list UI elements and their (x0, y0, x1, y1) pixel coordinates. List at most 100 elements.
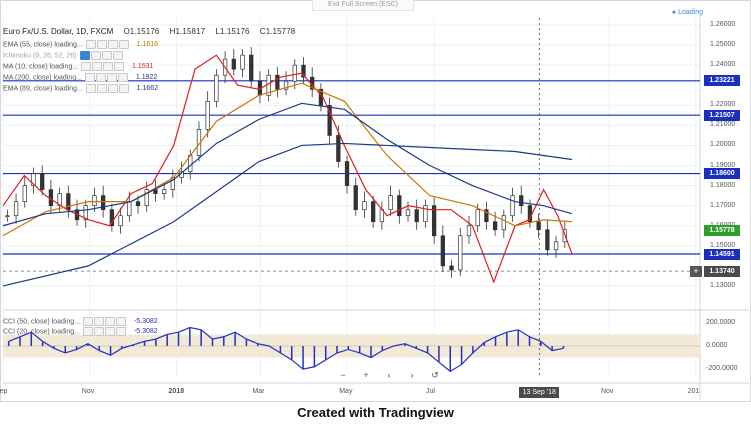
indicator-value: 1.1922 (135, 74, 158, 82)
more-icon[interactable] (118, 84, 129, 93)
candle-body (536, 221, 541, 231)
close-icon[interactable] (107, 40, 118, 49)
candle-body (440, 235, 445, 267)
eye-icon[interactable] (85, 84, 96, 93)
price-tick-label: 1.20000 (710, 141, 736, 149)
oscillator-tick-label: 0.0000 (706, 342, 728, 349)
settings-icon[interactable] (94, 317, 104, 326)
candle-body (466, 225, 472, 237)
add-level-icon[interactable]: + (690, 265, 702, 277)
settings-icon[interactable] (90, 51, 101, 60)
time-tick-label: Nov (81, 388, 95, 395)
more-icon[interactable] (118, 40, 129, 49)
zoom-out-button[interactable]: − (336, 368, 350, 382)
time-tick-label: 201 (687, 388, 700, 395)
cci-line (8, 326, 564, 373)
level-price-label: 1.23221 (704, 75, 740, 87)
level-price-label: 1.21507 (704, 109, 740, 121)
horizontal-levels (3, 80, 700, 272)
candle-body (135, 201, 141, 207)
exit-fullscreen-button[interactable]: Exit Full Screen (ESC) (312, 0, 414, 11)
indicator-value: 1.1662 (136, 85, 159, 93)
price-tick-label: 1.18000 (710, 181, 736, 189)
indicator-legend-ichimoku[interactable]: Ichimoku (9, 26, 52, 26) (3, 51, 123, 61)
indicator-value: 1.1531 (132, 63, 154, 71)
ohlc-low: L1.15176 (215, 27, 250, 36)
candle-body (510, 195, 515, 217)
candle-body (13, 201, 19, 217)
close-icon[interactable] (105, 327, 115, 336)
more-icon[interactable] (116, 327, 126, 336)
loading-indicator: ● Loading (672, 9, 703, 16)
spinner-icon: ● (671, 9, 677, 16)
symbol-header: Euro Fx/U.S. Dollar, 1D, FXCM O1.15176 H… (3, 27, 295, 36)
more-icon[interactable] (116, 317, 126, 326)
price-tick-label: 1.17000 (710, 201, 736, 209)
eye-icon[interactable] (83, 317, 93, 326)
settings-icon[interactable] (94, 327, 104, 336)
candle-body (362, 201, 367, 211)
eye-icon[interactable] (81, 62, 92, 71)
scroll-right-button[interactable]: › (405, 368, 419, 382)
close-icon[interactable] (103, 62, 114, 71)
more-icon[interactable] (112, 51, 123, 60)
time-tick-label: Nov (600, 388, 614, 395)
candle-body (484, 209, 489, 223)
close-icon[interactable] (101, 51, 112, 60)
indicator-label: EMA (55, close) loading... (3, 41, 83, 49)
oscillator-tick-label: 200.0000 (706, 318, 736, 326)
close-icon[interactable] (105, 317, 115, 326)
zoom-in-button[interactable]: + (359, 368, 373, 382)
settings-icon[interactable] (96, 84, 107, 93)
candle-body (475, 209, 480, 227)
crosshair-date-label: 13 Sep '18 (519, 387, 560, 398)
settings-icon[interactable] (92, 62, 103, 71)
close-icon[interactable] (107, 84, 118, 93)
candle-body (118, 215, 123, 227)
candle-body (397, 195, 402, 217)
more-icon[interactable] (114, 62, 125, 71)
indicator-label: Ichimoku (9, 26, 52, 26) (3, 52, 77, 60)
indicator-legend-ma10[interactable]: MA (10, close) loading... 1.1531 (3, 62, 153, 72)
candle-body (353, 185, 358, 211)
scroll-left-button[interactable]: ‹ (382, 368, 396, 382)
cci-oscillator (3, 326, 700, 373)
symbol-title: Euro Fx/U.S. Dollar, 1D, FXCM (3, 27, 114, 36)
candle-body (240, 54, 245, 70)
candle-body (371, 201, 376, 223)
candle-body (275, 74, 280, 90)
more-icon[interactable] (117, 73, 128, 82)
price-tick-label: 1.24000 (710, 61, 736, 69)
eye-icon[interactable] (79, 51, 90, 60)
time-tick-label: Sep (0, 388, 8, 395)
eye-icon[interactable] (85, 40, 96, 49)
close-icon[interactable] (106, 73, 117, 82)
oscillator-legend-cci20[interactable]: CCI (20, close) loading... -5.3082 (3, 327, 158, 337)
eye-icon[interactable] (84, 73, 95, 82)
candle-body (344, 161, 350, 186)
candle-body (83, 205, 88, 221)
indicator-legend-ma200[interactable]: MA (200, close) loading... 1.1922 (3, 73, 157, 83)
candle-body (405, 209, 411, 217)
oscillator-legend-cci50[interactable]: CCI (50, close) loading... -5.3082 (3, 317, 158, 327)
series-line (2, 142, 573, 287)
candle-body (92, 195, 97, 207)
candle-body (553, 241, 559, 251)
indicator-legend-ema55[interactable]: EMA (55, close) loading... 1.1616 (3, 40, 158, 50)
moving-averages (2, 54, 573, 287)
level-price-label: 1.18600 (704, 168, 740, 180)
reset-button[interactable]: ↺ (428, 368, 442, 382)
candle-body (519, 195, 524, 207)
chevron-right-icon: › (410, 370, 414, 380)
series-line (2, 54, 573, 284)
price-tick-label: 1.13000 (710, 281, 736, 289)
candle-body (388, 195, 393, 211)
candle-body (144, 189, 149, 207)
eye-icon[interactable] (83, 327, 93, 336)
chart-canvas[interactable] (0, 0, 751, 402)
indicator-value: 1.1616 (136, 41, 159, 49)
indicator-legend-ema89[interactable]: EMA (89, close) loading... 1.1662 (3, 84, 158, 94)
price-tick-label: 1.21000 (710, 121, 736, 129)
settings-icon[interactable] (96, 40, 107, 49)
settings-icon[interactable] (95, 73, 106, 82)
